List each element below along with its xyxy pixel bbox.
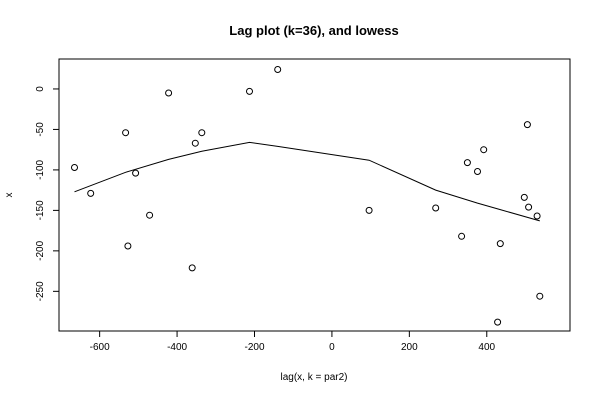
data-point — [124, 242, 132, 250]
lowess-line — [74, 141, 540, 222]
data-point — [165, 89, 173, 97]
data-point — [536, 292, 544, 300]
y-tick-label: -50 — [35, 122, 46, 137]
data-point — [525, 203, 533, 211]
plot-frame — [58, 58, 571, 332]
x-axis: -600 -400 -200 0 200 400 — [90, 331, 496, 353]
data-point — [188, 264, 196, 272]
y-tick-label: -250 — [35, 281, 46, 301]
data-point — [533, 212, 541, 220]
data-point — [274, 66, 282, 73]
x-tick-label: 200 — [401, 342, 418, 353]
data-point — [71, 164, 78, 171]
data-point — [132, 169, 140, 177]
data-point — [520, 193, 528, 201]
data-point — [365, 206, 373, 214]
data-point — [122, 129, 130, 137]
scatter-points — [71, 66, 544, 326]
data-point — [494, 318, 502, 326]
x-axis-label: lag(x, k = par2) — [281, 372, 348, 383]
y-tick-label: -150 — [35, 200, 46, 220]
data-point — [146, 211, 154, 219]
x-tick-label: 400 — [478, 342, 495, 353]
y-tick-label: -100 — [35, 159, 46, 179]
data-point — [480, 146, 488, 154]
data-point — [191, 139, 199, 147]
y-tick-label: -200 — [35, 240, 46, 260]
y-tick-label: 0 — [35, 86, 46, 92]
chart-title: Lag plot (k=36), and lowess — [229, 23, 398, 38]
data-point — [246, 87, 253, 95]
x-tick-label: 0 — [329, 342, 335, 353]
data-point — [87, 189, 95, 197]
data-point — [474, 168, 481, 175]
data-point — [523, 121, 531, 129]
data-point — [496, 240, 504, 248]
data-point — [432, 204, 440, 212]
x-tick-label: -400 — [167, 342, 187, 353]
x-tick-label: -600 — [90, 342, 110, 353]
y-axis: 0 -50 -100 -150 -200 -250 — [35, 86, 59, 301]
data-point — [458, 232, 466, 240]
x-tick-label: -200 — [244, 342, 264, 353]
y-axis-label: x — [4, 193, 15, 198]
data-point — [463, 159, 471, 167]
data-point — [198, 129, 206, 137]
